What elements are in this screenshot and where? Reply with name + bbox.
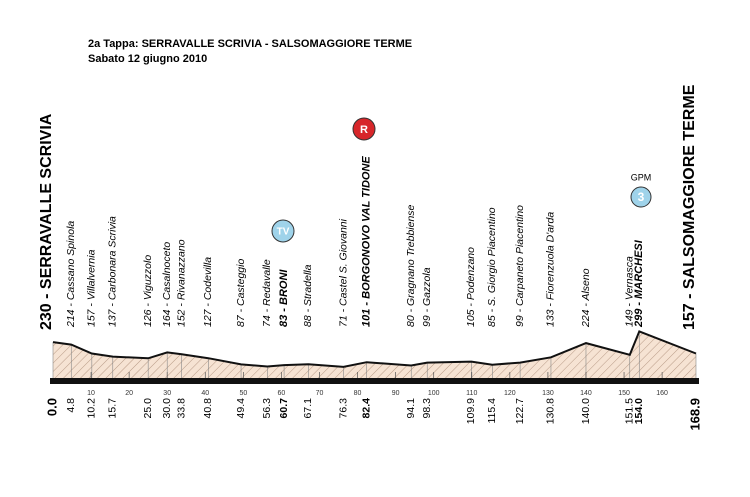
place-label: 101 - BORGONOVO VAL TIDONE — [361, 156, 373, 327]
km-label: 40.8 — [202, 398, 214, 419]
km-label: 140.0 — [580, 398, 592, 424]
x-tick-label: 90 — [392, 390, 400, 397]
km-label: 4.8 — [65, 398, 77, 413]
km-label: 122.7 — [514, 398, 526, 424]
place-label: 230 - SERRAVALLE SCRIVIA — [38, 113, 55, 330]
place-label: 74 - Redavalle — [261, 259, 273, 327]
km-label: 94.1 — [405, 398, 417, 419]
km-label: 67.1 — [302, 398, 314, 419]
km-label: 15.7 — [107, 398, 119, 419]
place-label: 127 - Codevilla — [202, 257, 214, 327]
plot: 10 20 30 40 50 60 70 80 90 100 110 120 130 140 150 160 2… — [38, 84, 702, 430]
x-tick-label: 40 — [201, 390, 209, 397]
place-label: 85 - S. Giorgio Piacentino — [486, 207, 498, 327]
gpm-icon — [630, 186, 652, 208]
km-label: 130.8 — [545, 398, 557, 424]
place-label: 224 - Alseno — [580, 268, 592, 328]
km-label: 56.3 — [261, 398, 273, 419]
km-label: 10.2 — [86, 398, 98, 419]
km-label: 33.8 — [175, 398, 187, 419]
x-tick-label: 130 — [542, 390, 554, 397]
gpm-label: GPM — [631, 172, 652, 182]
km-label: 60.7 — [278, 398, 290, 419]
km-label: 115.4 — [486, 398, 498, 424]
x-tick-label: 160 — [656, 390, 668, 397]
km-label: 82.4 — [360, 398, 372, 419]
place-label: 152 - Rivanazzano — [175, 239, 187, 327]
place-label: 83 - BRONI — [278, 269, 290, 327]
chart-title: 2a Tappa: SERRAVALLE SCRIVIA - SALSOMAGG… — [88, 38, 412, 50]
place-label: 80 - Gragnano Trebbiense — [405, 204, 417, 327]
place-label: 87 - Casteggio — [235, 259, 247, 327]
place-label: 157 - Villalvernia — [86, 249, 98, 327]
km-label: 49.4 — [235, 398, 247, 419]
tv-label: TV — [277, 227, 290, 238]
km-label: 25.0 — [142, 398, 154, 419]
x-tick-label: 120 — [504, 390, 516, 397]
km-label: 0.0 — [44, 398, 59, 416]
place-label: 99 - Gazzola — [421, 267, 433, 327]
x-tick-label: 110 — [466, 390, 477, 397]
place-label: 299 - MARCHESI — [633, 239, 645, 328]
chart-subtitle: Sabato 12 giugno 2010 — [88, 53, 207, 65]
place-label: 149 - Vernasca — [624, 256, 636, 327]
profile-line — [52, 330, 697, 368]
km-bar — [50, 378, 699, 384]
km-label: 154.0 — [633, 398, 645, 424]
km-label: 76.3 — [337, 398, 349, 419]
km-label: 151.5 — [624, 398, 636, 424]
x-tick-label: 70 — [316, 390, 324, 397]
sprint-label: R — [360, 124, 368, 136]
x-tick-label: 20 — [125, 390, 133, 397]
km-label: 98.3 — [421, 398, 433, 419]
x-tick-label: 30 — [163, 390, 171, 397]
km-label: 168.9 — [687, 398, 702, 431]
x-tick-label: 140 — [580, 390, 592, 397]
place-label: 99 - Carpaneto Piacentino — [514, 205, 526, 327]
place-label: 137 - Carbonara Scrivia — [107, 216, 119, 327]
place-label: 214 - Cassano Spinola — [65, 221, 77, 328]
place-label: 88 - Stradella — [302, 264, 314, 327]
place-label: 126 - Viguzzolo — [142, 255, 154, 327]
place-label: 164 - Casalnoceto — [161, 242, 173, 327]
sprint-icon — [352, 117, 376, 141]
gpm-category: 3 — [638, 190, 645, 204]
place-label: 105 - Podenzano — [465, 247, 477, 327]
place-label: 157 - SALSOMAGGIORE TERME — [681, 84, 698, 330]
km-label: 30.0 — [161, 398, 173, 419]
x-tick-label: 50 — [239, 390, 247, 397]
tv-icon — [271, 219, 295, 243]
profile-area — [53, 331, 696, 378]
x-tick-label: 80 — [354, 390, 362, 397]
x-tick-label: 60 — [278, 390, 286, 397]
place-label: 71 - Castel S. Giovanni — [337, 218, 349, 327]
km-label: 109.9 — [465, 398, 477, 424]
x-tick-label: 100 — [428, 390, 440, 397]
x-tick-label: 150 — [618, 390, 630, 397]
x-tick-label: 10 — [87, 390, 95, 397]
place-label: 133 - Fiorenzuola D'arda — [545, 212, 557, 327]
